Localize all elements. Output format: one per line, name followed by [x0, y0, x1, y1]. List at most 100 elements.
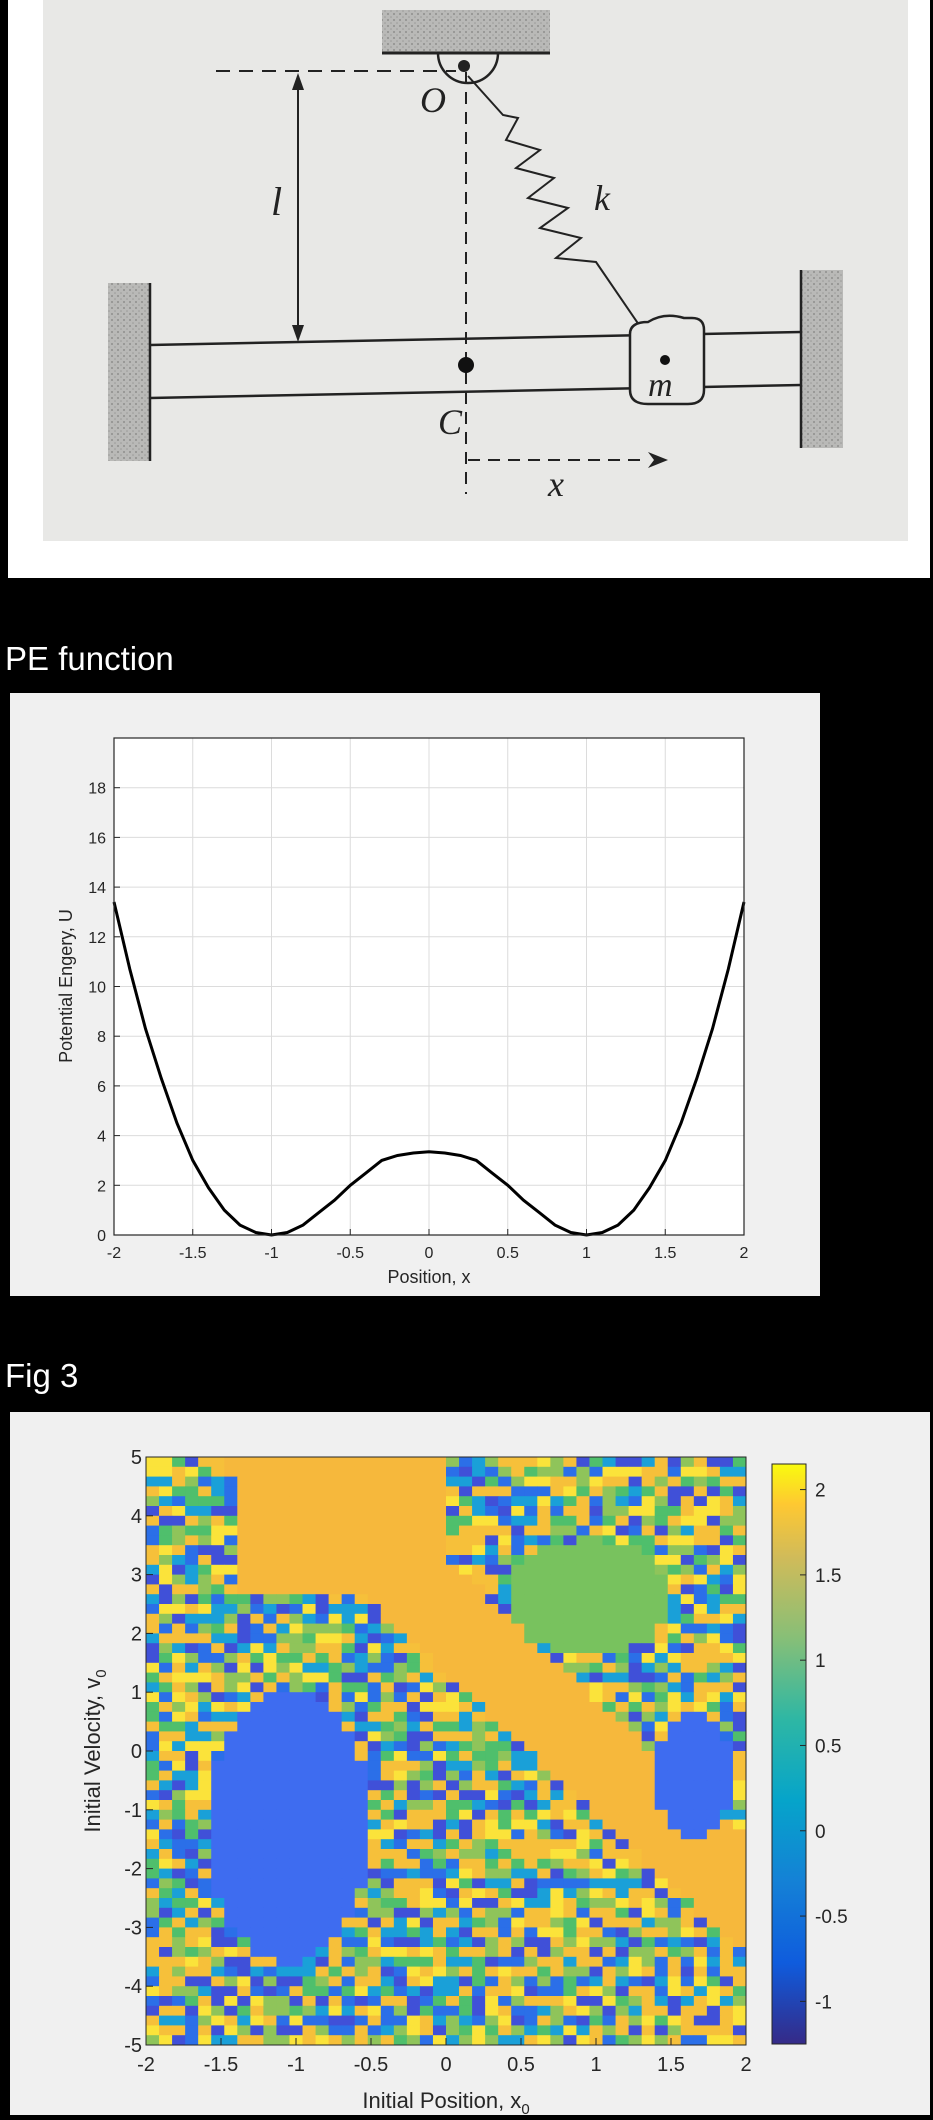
pe-y-tick-label: 2	[97, 1178, 106, 1195]
heatmap-cell	[732, 1682, 747, 1693]
heatmap-cell	[393, 1662, 408, 1673]
heatmap-cell	[693, 1947, 708, 1958]
heatmap-cell	[472, 1496, 486, 1507]
heatmap-cell	[719, 1731, 734, 1742]
heatmap-cell	[211, 1515, 225, 1526]
heatmap-cell	[511, 1976, 525, 1987]
heatmap-cell	[693, 1868, 708, 1879]
heatmap-cell	[237, 1535, 251, 1546]
heatmap-cell	[159, 1966, 173, 1977]
heatmap-cell	[459, 1790, 473, 1801]
heatmap-cell	[550, 2005, 564, 2016]
heatmap-cell	[146, 1653, 160, 1664]
heatmap-cell	[341, 1643, 356, 1654]
heatmap-cell	[406, 1476, 421, 1487]
heatmap-cell	[654, 1741, 669, 1752]
heatmap-cell	[719, 1858, 734, 1869]
heatmap-cell	[419, 1594, 434, 1605]
heatmap-cell	[432, 1564, 447, 1575]
heatmap-cell	[302, 1506, 316, 1517]
heatmap-cell	[680, 1976, 695, 1987]
heatmap-cell	[563, 1839, 577, 1850]
heatmap-cell	[667, 1937, 682, 1948]
heatmap-cell	[432, 1966, 447, 1977]
heatmap-cell	[159, 1486, 173, 1497]
heatmap-cell	[680, 1545, 695, 1556]
heatmap-cell	[537, 1849, 551, 1860]
heatmap-cell	[185, 1486, 199, 1497]
heatmap-cell	[667, 1819, 682, 1830]
heatmap-cell	[511, 1525, 525, 1536]
heatmap-cell	[706, 1790, 721, 1801]
heatmap-cell	[289, 1741, 303, 1752]
heatmap-cell	[250, 1937, 264, 1948]
heatmap-cell	[706, 1594, 721, 1605]
heatmap-cell	[276, 1731, 290, 1742]
heatmap-cell	[602, 1525, 616, 1536]
heatmap-cell	[719, 1672, 734, 1683]
heatmap-cell	[185, 1604, 199, 1615]
heatmap-cell	[198, 1721, 212, 1732]
heatmap-cell	[263, 1986, 277, 1997]
heatmap-cell	[146, 1535, 160, 1546]
heatmap-cell	[576, 1878, 590, 1889]
heatmap-cell	[419, 1839, 434, 1850]
heatmap-cell	[485, 1613, 499, 1624]
heatmap-cell	[328, 1545, 343, 1556]
heatmap-cell	[667, 1751, 682, 1762]
heatmap-cell	[628, 1672, 643, 1683]
heatmap-cell	[146, 1613, 160, 1624]
heatmap-cell	[485, 1711, 499, 1722]
heatmap-cell	[719, 1613, 734, 1624]
heatmap-cell	[419, 1535, 434, 1546]
heatmap-cell	[732, 1917, 747, 1928]
heatmap-cell	[302, 1476, 316, 1487]
heatmap-cell	[224, 1535, 238, 1546]
heatmap-cell	[406, 1613, 421, 1624]
heatmap-cell	[367, 2025, 382, 2036]
heatmap-cell	[315, 1878, 330, 1889]
heatmap-cell	[393, 1476, 408, 1487]
heatmap-cell	[680, 1564, 695, 1575]
heatmap-cell	[667, 1525, 682, 1536]
heatmap-cell	[589, 1858, 603, 1869]
heatmap-cell	[732, 1535, 747, 1546]
heatmap-cell	[511, 1672, 525, 1683]
heatmap-cell	[146, 2015, 160, 2026]
heatmap-cell	[367, 1956, 382, 1967]
heatmap-cell	[472, 1457, 486, 1468]
heatmap-cell	[289, 1888, 303, 1899]
heatmap-cell	[693, 1653, 708, 1664]
heatmap-cell	[498, 1849, 512, 1860]
heatmap-cell	[341, 1966, 356, 1977]
heatmap-cell	[328, 1976, 343, 1987]
heatmap-cell	[524, 1584, 538, 1595]
heatmap-cell	[315, 2035, 330, 2046]
heatmap-cell	[172, 1496, 186, 1507]
heatmap-cell	[341, 1476, 356, 1487]
heatmap-cell	[615, 1682, 630, 1693]
heatmap-cell	[198, 1476, 212, 1487]
heatmap-cell	[302, 1898, 316, 1909]
heatmap-cell	[172, 1878, 186, 1889]
heatmap-cell	[732, 1800, 747, 1811]
heatmap-cell	[406, 1790, 421, 1801]
heatmap-cell	[498, 1653, 512, 1664]
heatmap-cell	[615, 1613, 630, 1624]
heatmap-cell	[654, 2025, 669, 2036]
heatmap-cell	[667, 1741, 682, 1752]
heatmap-cell	[706, 1584, 721, 1595]
heatmap-cell	[576, 1525, 590, 1536]
heatmap-cell	[628, 1594, 643, 1605]
heatmap-cell	[641, 1937, 656, 1948]
heatmap-cell	[406, 1888, 421, 1899]
heatmap-cell	[680, 1584, 695, 1595]
heatmap-cell	[432, 1515, 447, 1526]
heatmap-cell	[419, 1682, 434, 1693]
heatmap-cell	[680, 1927, 695, 1938]
heatmap-cell	[615, 1692, 630, 1703]
heatmap-cell	[719, 1457, 734, 1468]
heatmap-cell	[328, 1457, 343, 1468]
heatmap-cell	[263, 1466, 277, 1477]
heatmap-cell	[576, 1907, 590, 1918]
